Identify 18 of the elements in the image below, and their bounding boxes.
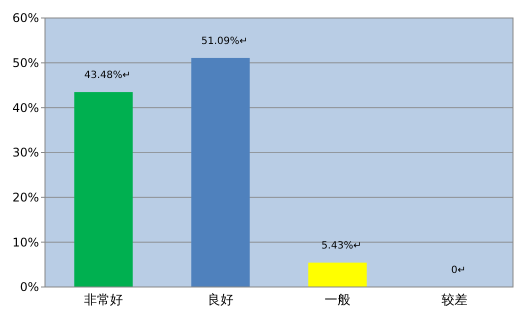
y-tick-label: 0% xyxy=(20,280,39,294)
data-label: 51.09%↵ xyxy=(201,36,248,47)
y-tick-label: 60% xyxy=(12,11,39,26)
y-tick-label: 20% xyxy=(12,190,39,205)
y-tick-label: 30% xyxy=(12,146,39,160)
x-tick-label: 较差 xyxy=(442,293,468,308)
y-tick-label: 50% xyxy=(12,56,39,70)
x-tick-label: 非常好 xyxy=(84,293,123,308)
x-tick-label: 良好 xyxy=(208,293,234,308)
data-label: 0↵ xyxy=(451,265,466,276)
data-label: 43.48%↵ xyxy=(84,70,131,82)
bar xyxy=(308,262,367,287)
y-tick-label: 40% xyxy=(12,100,39,115)
bar xyxy=(191,58,250,287)
y-tick-label: 10% xyxy=(12,235,39,250)
bar xyxy=(74,92,133,287)
data-label: 5.43%↵ xyxy=(321,240,362,252)
x-tick-label: 一般 xyxy=(324,293,350,308)
